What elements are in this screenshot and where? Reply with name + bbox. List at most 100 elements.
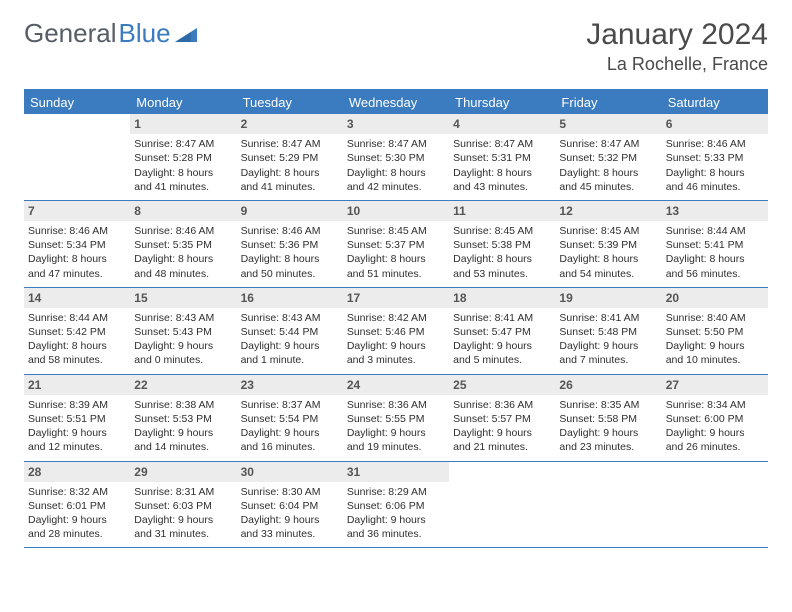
sunset-text: Sunset: 5:39 PM [559,238,657,252]
day-number: 11 [449,201,555,221]
calendar-cell: 23Sunrise: 8:37 AMSunset: 5:54 PMDayligh… [237,375,343,461]
sunrise-text: Sunrise: 8:47 AM [347,137,445,151]
daylight-text: Daylight: 9 hours and 16 minutes. [241,426,339,454]
sunset-text: Sunset: 5:35 PM [134,238,232,252]
calendar-cell: 8 Sunrise: 8:46 AMSunset: 5:35 PMDaylight… [130,201,236,287]
sunset-text: Sunset: 5:28 PM [134,151,232,165]
calendar-cell: 17Sunrise: 8:42 AMSunset: 5:46 PMDayligh… [343,288,449,374]
sunrise-text: Sunrise: 8:45 AM [347,224,445,238]
day-number: 18 [449,288,555,308]
day-number: 10 [343,201,449,221]
daylight-text: Daylight: 8 hours and 48 minutes. [134,252,232,280]
weekday-header-row: SundayMondayTuesdayWednesdayThursdayFrid… [24,91,768,114]
calendar-cell: 26Sunrise: 8:35 AMSunset: 5:58 PMDayligh… [555,375,661,461]
sunrise-text: Sunrise: 8:39 AM [28,398,126,412]
sunset-text: Sunset: 6:01 PM [28,499,126,513]
calendar-week: 14 Sunrise: 8:44 AMSunset: 5:42 PM Dayligh… [24,288,768,375]
sunset-text: Sunset: 5:30 PM [347,151,445,165]
sunset-text: Sunset: 5:38 PM [453,238,551,252]
weekday-header: Sunday [24,91,130,114]
daylight-text: Daylight: 9 hours and 26 minutes. [666,426,764,454]
calendar-cell: 1Sunrise: 8:47 AMSunset: 5:28 PMDaylight… [130,114,236,200]
day-number: 20 [662,288,768,308]
sunrise-text: Sunrise: 8:47 AM [241,137,339,151]
sunrise-text: Sunrise: 8:43 AM [134,311,232,325]
daylight-text: Daylight: 9 hours and 28 minutes. [28,513,126,541]
daylight-text: Daylight: 9 hours and 33 minutes. [241,513,339,541]
day-number: 31 [343,462,449,482]
calendar-cell: 2Sunrise: 8:47 AMSunset: 5:29 PMDaylight… [237,114,343,200]
calendar-cell: 6Sunrise: 8:46 AMSunset: 5:33 PMDaylight… [662,114,768,200]
calendar-cell: 29Sunrise: 8:31 AMSunset: 6:03 PMDayligh… [130,462,236,548]
sunrise-text: Sunrise: 8:46 AM [134,224,232,238]
day-number: 23 [237,375,343,395]
daylight-text: Daylight: 9 hours and 10 minutes. [666,339,764,367]
day-number: 6 [662,114,768,134]
daylight-text: Daylight: 8 hours and 47 minutes. [28,252,126,280]
month-title: January 2024 [586,18,768,52]
calendar-cell: 24Sunrise: 8:36 AMSunset: 5:55 PMDayligh… [343,375,449,461]
sunrise-text: Sunrise: 8:43 AM [241,311,339,325]
sunrise-text: Sunrise: 8:36 AM [453,398,551,412]
sunset-text: Sunset: 5:47 PM [453,325,551,339]
calendar-cell: 14Sunrise: 8:44 AMSunset: 5:42 PMDayligh… [24,288,130,374]
sunset-text: Sunset: 5:51 PM [28,412,126,426]
sunrise-text: Sunrise: 8:47 AM [134,137,232,151]
sunrise-text: Sunrise: 8:41 AM [453,311,551,325]
weekday-header: Thursday [449,91,555,114]
sunrise-text: Sunrise: 8:38 AM [134,398,232,412]
daylight-text: Daylight: 9 hours and 31 minutes. [134,513,232,541]
day-number: 19 [555,288,661,308]
daylight-text: Daylight: 8 hours and 43 minutes. [453,166,551,194]
calendar-cell: 5Sunrise: 8:47 AMSunset: 5:32 PMDaylight… [555,114,661,200]
weekday-header: Monday [130,91,236,114]
sunrise-text: Sunrise: 8:46 AM [241,224,339,238]
daylight-text: Daylight: 8 hours and 56 minutes. [666,252,764,280]
daylight-text: Daylight: 8 hours and 46 minutes. [666,166,764,194]
sunset-text: Sunset: 5:33 PM [666,151,764,165]
calendar-cell: 4Sunrise: 8:47 AMSunset: 5:31 PMDaylight… [449,114,555,200]
day-number: 5 [555,114,661,134]
daylight-text: Daylight: 9 hours and 3 minutes. [347,339,445,367]
day-number: 13 [662,201,768,221]
calendar-cell: 21Sunrise: 8:39 AMSunset: 5:51 PMDayligh… [24,375,130,461]
day-number: 14 [24,288,130,308]
calendar-cell: 28Sunrise: 8:32 AMSunset: 6:01 PMDayligh… [24,462,130,548]
triangle-icon [175,18,197,49]
calendar-cell: 25Sunrise: 8:36 AMSunset: 5:57 PMDayligh… [449,375,555,461]
sunrise-text: Sunrise: 8:44 AM [28,311,126,325]
sunset-text: Sunset: 5:50 PM [666,325,764,339]
sunset-text: Sunset: 6:03 PM [134,499,232,513]
weekday-header: Saturday [662,91,768,114]
logo-text-1: General [24,18,117,49]
calendar-week: 21Sunrise: 8:39 AMSunset: 5:51 PMDayligh… [24,375,768,462]
day-number: 1 [130,114,236,134]
day-number: 8 [130,201,236,221]
day-number: 4 [449,114,555,134]
weekday-header: Friday [555,91,661,114]
sunset-text: Sunset: 5:41 PM [666,238,764,252]
calendar-cell: 11Sunrise: 8:45 AMSunset: 5:38 PMDayligh… [449,201,555,287]
sunset-text: Sunset: 5:55 PM [347,412,445,426]
daylight-text: Daylight: 9 hours and 0 minutes. [134,339,232,367]
sunrise-text: Sunrise: 8:47 AM [453,137,551,151]
sunrise-text: Sunrise: 8:40 AM [666,311,764,325]
sunrise-text: Sunrise: 8:32 AM [28,485,126,499]
daylight-text: Daylight: 8 hours and 45 minutes. [559,166,657,194]
day-number: 9 [237,201,343,221]
sunset-text: Sunset: 5:42 PM [28,325,126,339]
sunrise-text: Sunrise: 8:31 AM [134,485,232,499]
sunrise-text: Sunrise: 8:42 AM [347,311,445,325]
sunrise-text: Sunrise: 8:34 AM [666,398,764,412]
sunset-text: Sunset: 6:04 PM [241,499,339,513]
sunrise-text: Sunrise: 8:44 AM [666,224,764,238]
weekday-header: Wednesday [343,91,449,114]
sunrise-text: Sunrise: 8:35 AM [559,398,657,412]
sunrise-text: Sunrise: 8:45 AM [559,224,657,238]
daylight-text: Daylight: 9 hours and 12 minutes. [28,426,126,454]
sunset-text: Sunset: 5:29 PM [241,151,339,165]
logo-text-2: Blue [119,18,171,49]
sunset-text: Sunset: 5:48 PM [559,325,657,339]
calendar-cell [24,114,130,200]
day-number: 12 [555,201,661,221]
